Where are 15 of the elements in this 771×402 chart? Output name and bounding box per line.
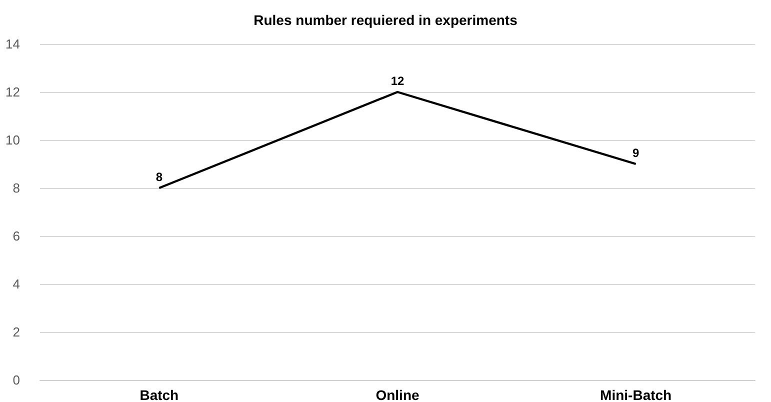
x-tick-label: Mini-Batch [600,387,672,402]
y-tick-label: 6 [12,228,20,244]
y-tick-label: 14 [6,36,20,52]
data-label: 12 [390,74,404,88]
y-tick-label: 12 [6,84,20,100]
data-label: 9 [632,146,640,160]
data-label: 8 [156,170,163,184]
x-tick-label: Batch [140,387,179,402]
y-tick-label: 2 [12,324,20,340]
x-tick-label: Online [376,387,420,402]
y-tick-label: 0 [12,372,20,388]
chart-title: Rules number requiered in experiments [254,12,518,28]
y-tick-label: 8 [12,180,20,196]
y-tick-label: 10 [6,132,20,148]
y-tick-label: 4 [12,276,20,292]
